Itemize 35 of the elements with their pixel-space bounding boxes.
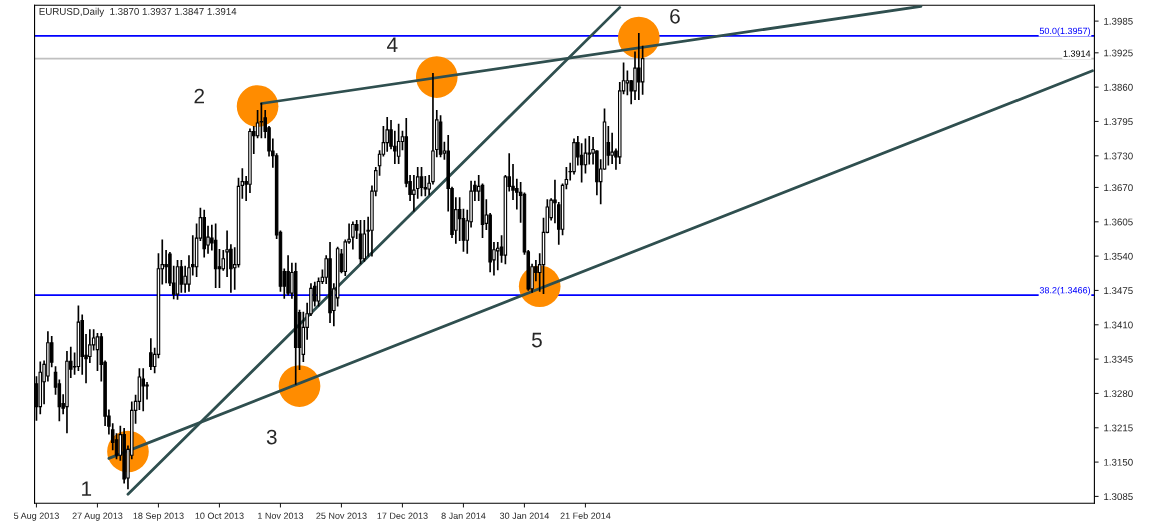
annotation: 1 bbox=[82, 481, 92, 496]
y-tick-label: 1.3795 bbox=[1104, 118, 1133, 126]
x-tick-label: 27 Aug 2013 bbox=[72, 512, 123, 521]
y-tick-label: 1.3215 bbox=[1104, 424, 1133, 432]
chart-title: EURUSD,Daily 1.3870 1.3937 1.3847 1.3914 bbox=[39, 7, 237, 17]
y-tick-label: 1.3475 bbox=[1104, 287, 1133, 295]
y-tick-label: 1.3730 bbox=[1104, 152, 1133, 160]
y-tick-label: 1.3925 bbox=[1104, 49, 1133, 57]
y-tick-label: 1.3345 bbox=[1104, 355, 1133, 363]
x-tick-label: 25 Nov 2013 bbox=[316, 512, 367, 519]
x-tick-label: 21 Feb 2014 bbox=[560, 512, 611, 519]
y-tick-label: 1.3605 bbox=[1104, 218, 1133, 226]
y-tick-label: 1.3540 bbox=[1104, 252, 1133, 260]
x-tick-label: 8 Jan 2014 bbox=[441, 512, 486, 519]
x-tick-label: 18 Sep 2013 bbox=[133, 512, 184, 521]
y-tick-label: 1.3985 bbox=[1104, 17, 1133, 25]
ref-line-label: 1.3914 bbox=[1063, 50, 1091, 57]
annotation: 6 bbox=[670, 8, 680, 24]
x-tick-label: 5 Aug 2013 bbox=[13, 512, 59, 521]
annotation: 5 bbox=[531, 332, 542, 348]
y-tick-label: 1.3280 bbox=[1104, 390, 1133, 398]
annotation: 3 bbox=[266, 429, 277, 445]
y-tick-label: 1.3860 bbox=[1104, 83, 1133, 91]
x-tick-label: 10 Oct 2013 bbox=[195, 512, 244, 519]
x-tick-label: 30 Jan 2014 bbox=[499, 512, 550, 519]
y-tick-label: 1.3085 bbox=[1104, 493, 1133, 501]
annotation: 4 bbox=[387, 37, 398, 52]
ref-line-label: 50.0(1.3957) bbox=[1039, 27, 1091, 36]
y-tick-label: 1.3410 bbox=[1104, 321, 1133, 329]
y-tick-label: 1.3150 bbox=[1104, 458, 1133, 466]
ref-line-label: 38.2(1.3466) bbox=[1039, 286, 1091, 296]
annotation: 2 bbox=[194, 88, 204, 104]
x-tick-label: 1 Nov 2013 bbox=[258, 512, 304, 519]
x-tick-label: 17 Dec 2013 bbox=[377, 512, 428, 519]
y-tick-label: 1.3670 bbox=[1104, 184, 1133, 192]
